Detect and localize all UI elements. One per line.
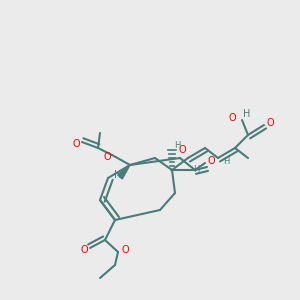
Text: H: H — [114, 170, 122, 180]
Text: O: O — [228, 113, 236, 123]
Text: H: H — [223, 158, 229, 166]
Text: O: O — [121, 245, 129, 255]
Text: H: H — [243, 109, 251, 119]
Text: O: O — [178, 145, 186, 155]
Text: O: O — [266, 118, 274, 128]
Text: H: H — [193, 166, 199, 175]
Text: H: H — [174, 140, 180, 149]
Text: O: O — [72, 139, 80, 149]
Text: O: O — [103, 152, 111, 162]
Polygon shape — [118, 165, 130, 179]
Text: O: O — [207, 156, 215, 166]
Text: O: O — [80, 245, 88, 255]
